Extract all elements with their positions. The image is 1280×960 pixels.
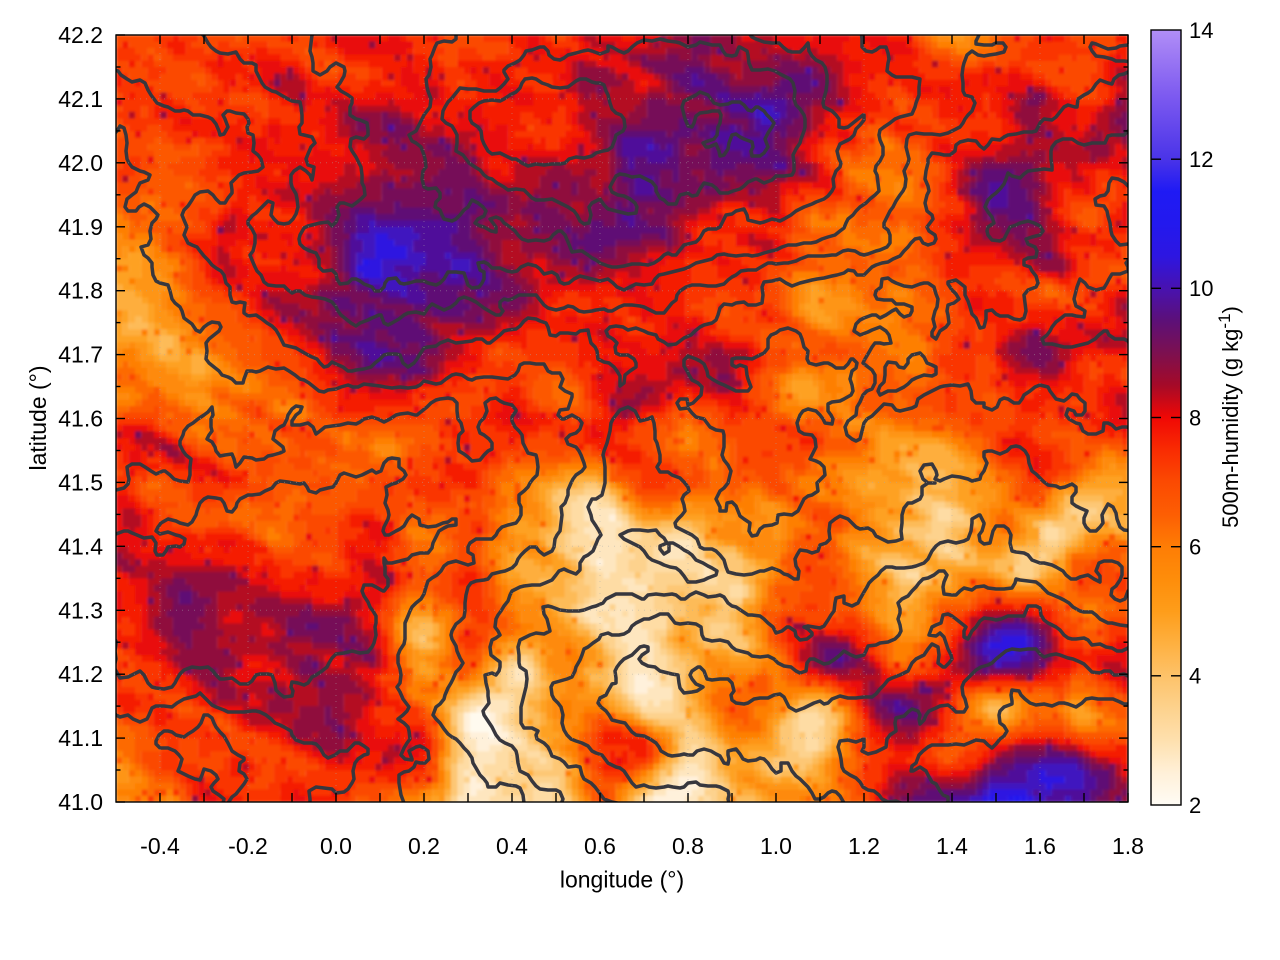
svg-text:1.0: 1.0 <box>760 833 792 859</box>
svg-text:42.1: 42.1 <box>58 86 103 112</box>
svg-text:41.4: 41.4 <box>58 533 103 559</box>
svg-text:0.8: 0.8 <box>672 833 704 859</box>
svg-text:longitude (°): longitude (°) <box>560 867 684 893</box>
svg-text:0.4: 0.4 <box>496 833 528 859</box>
svg-text:14: 14 <box>1189 18 1213 43</box>
svg-text:1.4: 1.4 <box>936 833 968 859</box>
svg-text:41.3: 41.3 <box>58 597 103 623</box>
svg-text:1.2: 1.2 <box>848 833 880 859</box>
svg-text:0.0: 0.0 <box>320 833 352 859</box>
svg-text:8: 8 <box>1189 405 1201 430</box>
svg-text:0.2: 0.2 <box>408 833 440 859</box>
svg-text:2: 2 <box>1189 793 1201 818</box>
svg-text:41.2: 41.2 <box>58 661 103 687</box>
svg-text:latitude (°): latitude (°) <box>25 365 51 470</box>
svg-text:-0.2: -0.2 <box>228 833 268 859</box>
svg-text:41.7: 41.7 <box>58 342 103 368</box>
svg-text:12: 12 <box>1189 147 1213 172</box>
svg-text:42.0: 42.0 <box>58 150 103 176</box>
svg-text:41.5: 41.5 <box>58 469 103 495</box>
svg-text:41.0: 41.0 <box>58 789 103 815</box>
svg-text:41.1: 41.1 <box>58 725 103 751</box>
svg-text:1.8: 1.8 <box>1112 833 1144 859</box>
svg-text:1.6: 1.6 <box>1024 833 1056 859</box>
svg-text:41.6: 41.6 <box>58 406 103 432</box>
svg-text:4: 4 <box>1189 664 1201 689</box>
svg-text:0.6: 0.6 <box>584 833 616 859</box>
svg-text:500m-humidity (g kg-1): 500m-humidity (g kg-1) <box>1215 306 1243 528</box>
svg-text:-0.4: -0.4 <box>140 833 180 859</box>
svg-text:10: 10 <box>1189 276 1213 301</box>
svg-text:41.8: 41.8 <box>58 278 103 304</box>
svg-text:6: 6 <box>1189 535 1201 560</box>
svg-text:41.9: 41.9 <box>58 214 103 240</box>
svg-text:42.2: 42.2 <box>58 22 103 48</box>
